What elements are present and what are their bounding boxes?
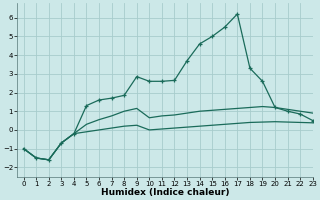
X-axis label: Humidex (Indice chaleur): Humidex (Indice chaleur) xyxy=(101,188,229,197)
